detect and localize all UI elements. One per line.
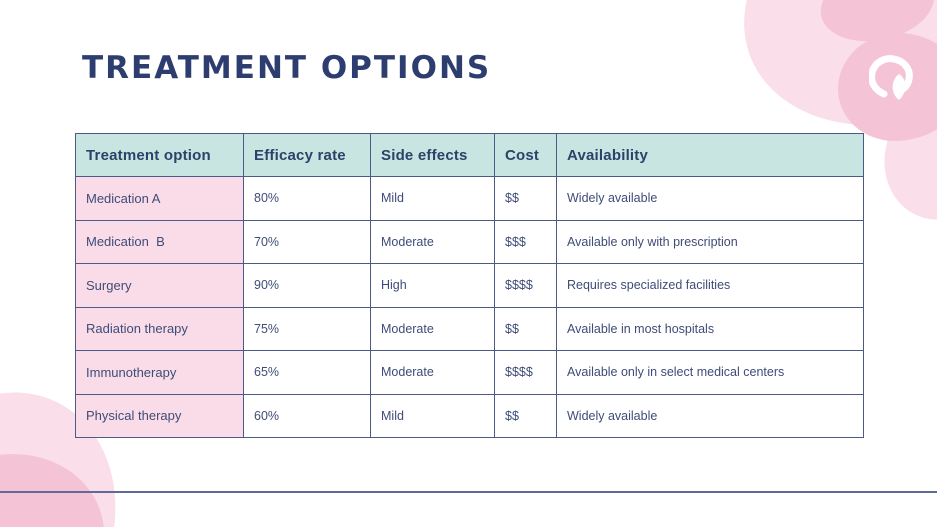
table-row: Physical therapy 60% Mild $$ Widely availabl… — [75, 393, 864, 438]
treatment-table-body: Medication A 80% Mild $$ Widely available Med… — [75, 176, 864, 438]
row-header-cell: Physical therapy — [75, 393, 244, 438]
data-cell: $$$$ — [494, 350, 557, 395]
data-cell: $$ — [494, 306, 557, 351]
page-title: TREATMENT OPTIONS — [82, 50, 492, 86]
data-cell: Mild — [370, 176, 495, 221]
row-header-cell: Medication B — [75, 219, 244, 264]
row-header-cell: Medication A — [75, 176, 244, 221]
data-cell: 70% — [243, 219, 371, 264]
table-row: Radiation therapy 75% Moderate $$ Available … — [75, 306, 864, 351]
table-row: Medication A 80% Mild $$ Widely available — [75, 176, 864, 221]
column-header: Cost — [494, 133, 557, 177]
data-cell: Widely available — [556, 393, 864, 438]
table-row: Immunotherapy 65% Moderate $$$$ Available on… — [75, 350, 864, 395]
treatment-table: Treatment option Efficacy rate Side effect… — [75, 133, 864, 438]
data-cell: $$ — [494, 176, 557, 221]
data-cell: Moderate — [370, 350, 495, 395]
row-header-cell: Immunotherapy — [75, 350, 244, 395]
row-header-cell: Radiation therapy — [75, 306, 244, 351]
data-cell: Requires specialized facilities — [556, 263, 864, 308]
column-header: Side effects — [370, 133, 495, 177]
data-cell: Widely available — [556, 176, 864, 221]
data-cell: Mild — [370, 393, 495, 438]
column-header: Efficacy rate — [243, 133, 371, 177]
data-cell: Moderate — [370, 219, 495, 264]
data-cell: High — [370, 263, 495, 308]
row-header-cell: Surgery — [75, 263, 244, 308]
data-cell: $$ — [494, 393, 557, 438]
table-header-row: Treatment option Efficacy rate Side effect… — [75, 133, 864, 177]
data-cell: $$$$ — [494, 263, 557, 308]
data-cell: Available in most hospitals — [556, 306, 864, 351]
column-header: Treatment option — [75, 133, 244, 177]
data-cell: 80% — [243, 176, 371, 221]
data-cell: 90% — [243, 263, 371, 308]
data-cell: Available only with prescription — [556, 219, 864, 264]
data-cell: $$$ — [494, 219, 557, 264]
data-cell: 60% — [243, 393, 371, 438]
data-cell: Available only in select medical centers — [556, 350, 864, 395]
ribbon-icon — [869, 55, 913, 100]
footer-divider-line — [0, 491, 937, 493]
data-cell: Moderate — [370, 306, 495, 351]
decor-blob-ribbon-circle — [838, 33, 937, 141]
table-row: Medication B 70% Moderate $$$ Available only… — [75, 219, 864, 264]
table-row: Surgery 90% High $$$$ Requires specialized f… — [75, 263, 864, 308]
data-cell: 65% — [243, 350, 371, 395]
column-header: Availability — [556, 133, 864, 177]
data-cell: 75% — [243, 306, 371, 351]
